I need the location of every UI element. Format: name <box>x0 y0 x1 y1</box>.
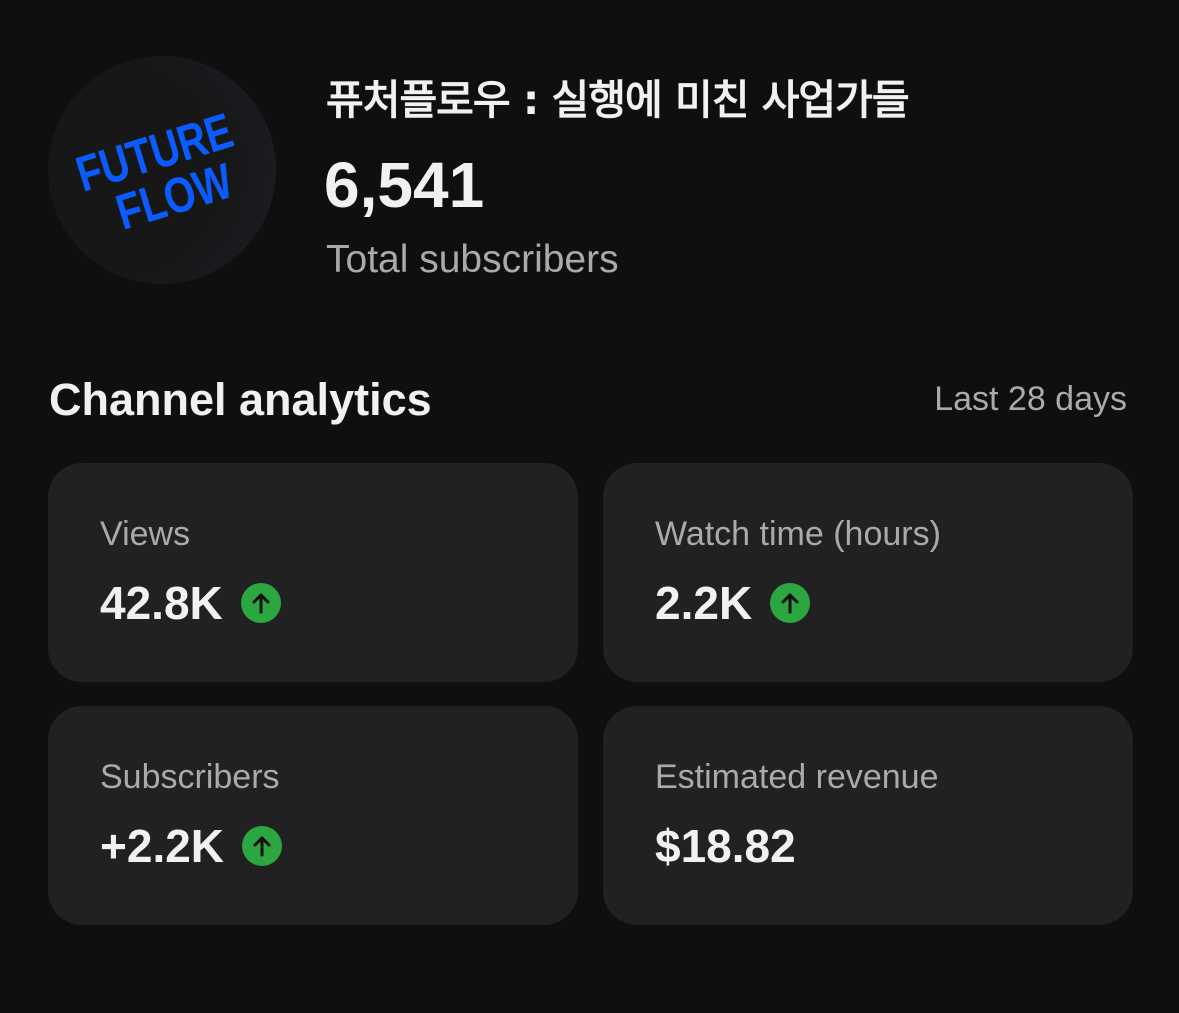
subscriber-count: 6,541 <box>324 149 485 221</box>
card-label: Watch time (hours) <box>655 515 941 553</box>
arrow-up-circle-icon <box>242 826 283 866</box>
card-value: +2.2K <box>100 820 225 872</box>
period-label: Last 28 days <box>934 380 1127 418</box>
revenue-card[interactable]: Estimated revenue $18.82 <box>603 706 1133 925</box>
subscribers-card[interactable]: Subscribers +2.2K <box>48 706 578 925</box>
channel-name: 퓨처플로우 : 실행에 미친 사업가들 <box>326 76 910 124</box>
watch-time-card[interactable]: Watch time (hours) 2.2K <box>603 463 1133 682</box>
card-value: 42.8K <box>100 577 223 629</box>
section-title: Channel analytics <box>49 374 432 425</box>
channel-avatar[interactable]: FUTURE FLOW <box>48 56 276 284</box>
card-value: $18.82 <box>655 820 796 872</box>
future-flow-logo: FUTURE FLOW <box>70 102 240 240</box>
subscriber-label: Total subscribers <box>326 238 619 281</box>
views-card[interactable]: Views 42.8K <box>48 463 578 682</box>
card-label: Views <box>100 515 191 553</box>
arrow-up-circle-icon <box>240 583 281 623</box>
card-label: Estimated revenue <box>655 758 939 796</box>
arrow-up-circle-icon <box>770 583 811 623</box>
card-value: 2.2K <box>655 577 753 629</box>
card-label: Subscribers <box>100 758 280 796</box>
